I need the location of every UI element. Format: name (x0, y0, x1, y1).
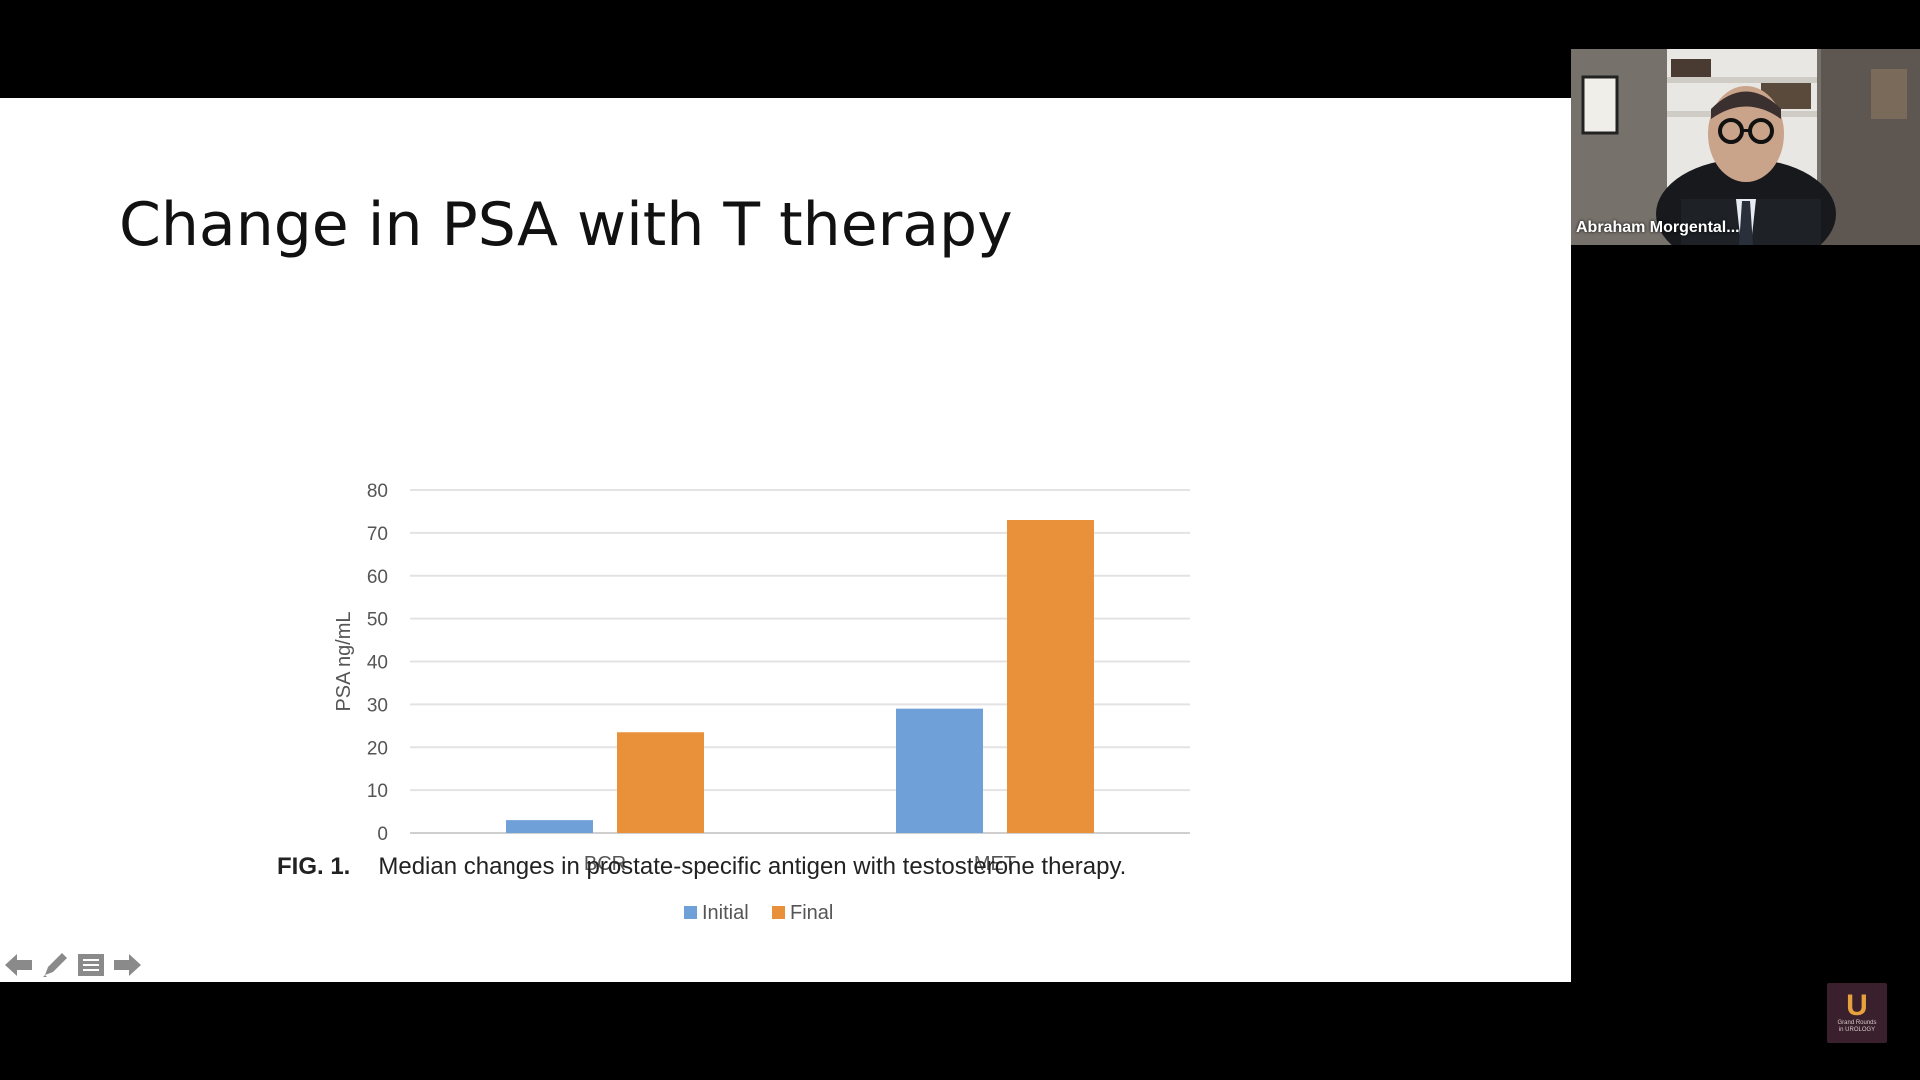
legend-swatch (772, 906, 785, 919)
bar-initial-bcr (506, 820, 593, 833)
y-tick-label: 10 (367, 781, 388, 802)
y-tick-label: 80 (367, 481, 388, 502)
x-tick-label: BCR (584, 853, 626, 875)
y-tick-label: 40 (367, 653, 388, 674)
legend-label: Initial (702, 902, 749, 924)
x-tick-label: MET (974, 853, 1016, 875)
participant-name: Abraham Morgental... (1576, 219, 1740, 236)
menu-icon[interactable] (76, 950, 106, 980)
pen-icon[interactable] (40, 950, 70, 980)
slide-navigation-toolbar (4, 950, 142, 980)
y-tick-label: 30 (367, 695, 388, 716)
y-axis-label: PSA ng/mL (333, 611, 355, 711)
y-tick-label: 50 (367, 610, 388, 631)
psa-bar-chart: 0 10 20 30 40 50 60 70 80 PSA ng/mL BCR MET Initial F… (333, 481, 1190, 924)
presentation-slide: Change in PSA with T therapy 0 10 20 30 40 50… (0, 98, 1571, 982)
participant-video-tile[interactable]: Abraham Morgental... (1571, 49, 1920, 245)
legend-swatch (684, 906, 697, 919)
bar-final-bcr (617, 732, 704, 833)
bar-final-met (1007, 520, 1094, 833)
arrow-left-icon[interactable] (4, 950, 34, 980)
arrow-right-icon[interactable] (112, 950, 142, 980)
y-tick-label: 0 (377, 824, 388, 845)
figure-number: FIG. 1. (277, 853, 351, 880)
participant-video-feed (1571, 49, 1920, 245)
y-tick-label: 60 (367, 567, 388, 588)
figure-caption-text: Median changes in prostate-specific anti… (378, 853, 1127, 880)
bar-initial-met (896, 708, 983, 833)
figure-caption: FIG. 1. Median changes in prostate-specif… (277, 853, 1126, 881)
y-tick-label: 20 (367, 738, 388, 759)
slide-title: Change in PSA with T therapy (119, 190, 1013, 260)
grand-rounds-urology-logo: U Grand Rounds in UROLOGY (1827, 983, 1887, 1043)
y-tick-label: 70 (367, 524, 388, 545)
legend-label: Final (790, 902, 833, 924)
